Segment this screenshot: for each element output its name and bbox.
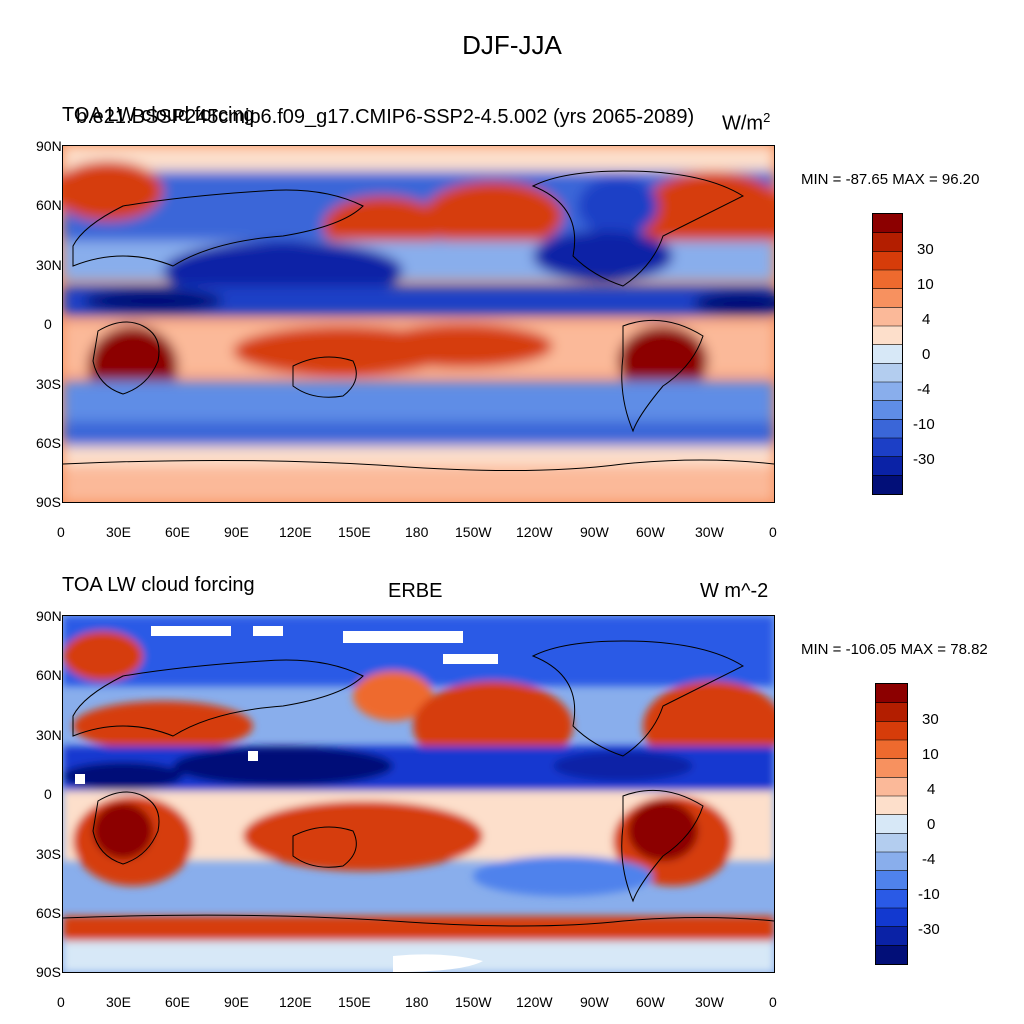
top-lon-30w: 30W [695,524,724,540]
bottom-colorbar-swatch-3 [876,740,907,760]
top-panel-title-2: b.e21.BSSP245cmip6.f09_g17.CMIP6-SSP2-4.… [76,106,695,128]
top-colorbar-swatch-14 [873,475,902,494]
top-lat-90n: 90N [36,138,62,154]
bottom-colorbar-swatch-12 [876,908,907,928]
top-cb-label-30: 30 [917,241,934,258]
bottom-lat-90n: 90N [36,608,62,624]
top-lon-90w: 90W [580,524,609,540]
bottom-panel-title: TOA LW cloud forcing [62,574,255,596]
top-cb-label-neg10: -10 [913,416,935,433]
top-lat-30s: 30S [36,376,61,392]
bottom-lon-90e: 90E [224,994,249,1010]
top-colorbar-swatch-2 [873,251,902,271]
top-lon-150e: 150E [338,524,371,540]
bottom-panel-minmax: MIN = -106.05 MAX = 78.82 [801,641,988,658]
bottom-lon-60e: 60E [165,994,190,1010]
top-cb-label-4: 4 [922,311,931,328]
top-map [62,145,775,503]
top-colorbar-swatch-7 [873,344,902,364]
bottom-cb-label-0: 0 [927,816,936,833]
top-lon-0: 0 [57,524,65,540]
top-colorbar-swatch-13 [873,456,902,476]
top-lat-0: 0 [44,316,52,332]
bottom-lat-60n: 60N [36,667,62,683]
top-colorbar-swatch-5 [873,307,902,327]
bottom-lon-180: 180 [405,994,429,1010]
bottom-cb-label-neg4: -4 [922,851,936,868]
bottom-cb-label-30: 30 [922,711,939,728]
top-lon-30e: 30E [106,524,131,540]
bottom-colorbar-swatch-10 [876,870,907,890]
bottom-panel-center-title: ERBE [388,580,443,602]
bottom-lon-90w: 90W [580,994,609,1010]
bottom-colorbar-swatch-4 [876,758,907,778]
top-colorbar-swatch-3 [873,270,902,290]
top-lon-120w: 120W [516,524,553,540]
top-lon-150w: 150W [455,524,492,540]
bottom-colorbar-swatch-14 [876,945,907,964]
bottom-cb-label-neg30: -30 [918,921,940,938]
bottom-lon-150e: 150E [338,994,371,1010]
top-panel-title-1: TOA LW cloud forcing [62,104,255,126]
bottom-lon-120w: 120W [516,994,553,1010]
top-lat-60s: 60S [36,435,61,451]
bottom-colorbar-swatch-7 [876,814,907,834]
bottom-colorbar-swatch-5 [876,777,907,797]
top-lat-90s: 90S [36,494,61,510]
top-panel-units: W/m2 [722,110,771,135]
bottom-lon-60w: 60W [636,994,665,1010]
top-lat-60n: 60N [36,197,62,213]
top-lon-120e: 120E [279,524,312,540]
top-colorbar-swatch-0 [873,214,902,234]
bottom-lon-30w: 30W [695,994,724,1010]
bottom-lat-60s: 60S [36,905,61,921]
top-cb-label-0: 0 [922,346,931,363]
top-colorbar-swatch-9 [873,382,902,402]
top-cb-label-neg30: -30 [913,451,935,468]
bottom-lat-30s: 30S [36,846,61,862]
bottom-colorbar-swatch-13 [876,926,907,946]
bottom-colorbar-swatch-2 [876,721,907,741]
top-colorbar-swatch-10 [873,400,902,420]
bottom-map [62,615,775,973]
top-colorbar [872,213,903,495]
top-cb-label-neg4: -4 [917,381,931,398]
bottom-colorbar-swatch-0 [876,684,907,704]
top-lon-60w: 60W [636,524,665,540]
top-lon-90e: 90E [224,524,249,540]
top-lat-30n: 30N [36,257,62,273]
top-lon-0-east: 0 [769,524,777,540]
bottom-colorbar [875,683,908,965]
bottom-cb-label-10: 10 [922,746,939,763]
bottom-lon-120e: 120E [279,994,312,1010]
bottom-lat-30n: 30N [36,727,62,743]
bottom-colorbar-swatch-1 [876,702,907,722]
top-colorbar-swatch-6 [873,326,902,346]
bottom-colorbar-swatch-9 [876,852,907,872]
top-colorbar-swatch-12 [873,438,902,458]
bottom-colorbar-swatch-6 [876,796,907,816]
bottom-lon-0-east: 0 [769,994,777,1010]
top-colorbar-swatch-1 [873,232,902,252]
top-cb-label-10: 10 [917,276,934,293]
top-lon-180: 180 [405,524,429,540]
top-colorbar-swatch-4 [873,288,902,308]
bottom-panel-units: W m^-2 [700,580,769,602]
top-colorbar-swatch-11 [873,419,902,439]
bottom-cb-label-neg10: -10 [918,886,940,903]
figure-title: DJF-JJA [462,30,562,60]
bottom-lon-0: 0 [57,994,65,1010]
bottom-cb-label-4: 4 [927,781,936,798]
bottom-lon-150w: 150W [455,994,492,1010]
top-colorbar-swatch-8 [873,363,902,383]
top-lon-60e: 60E [165,524,190,540]
bottom-colorbar-swatch-8 [876,833,907,853]
bottom-lon-30e: 30E [106,994,131,1010]
bottom-lat-0: 0 [44,786,52,802]
top-panel-minmax: MIN = -87.65 MAX = 96.20 [801,171,980,188]
bottom-colorbar-swatch-11 [876,889,907,909]
bottom-lat-90s: 90S [36,964,61,980]
